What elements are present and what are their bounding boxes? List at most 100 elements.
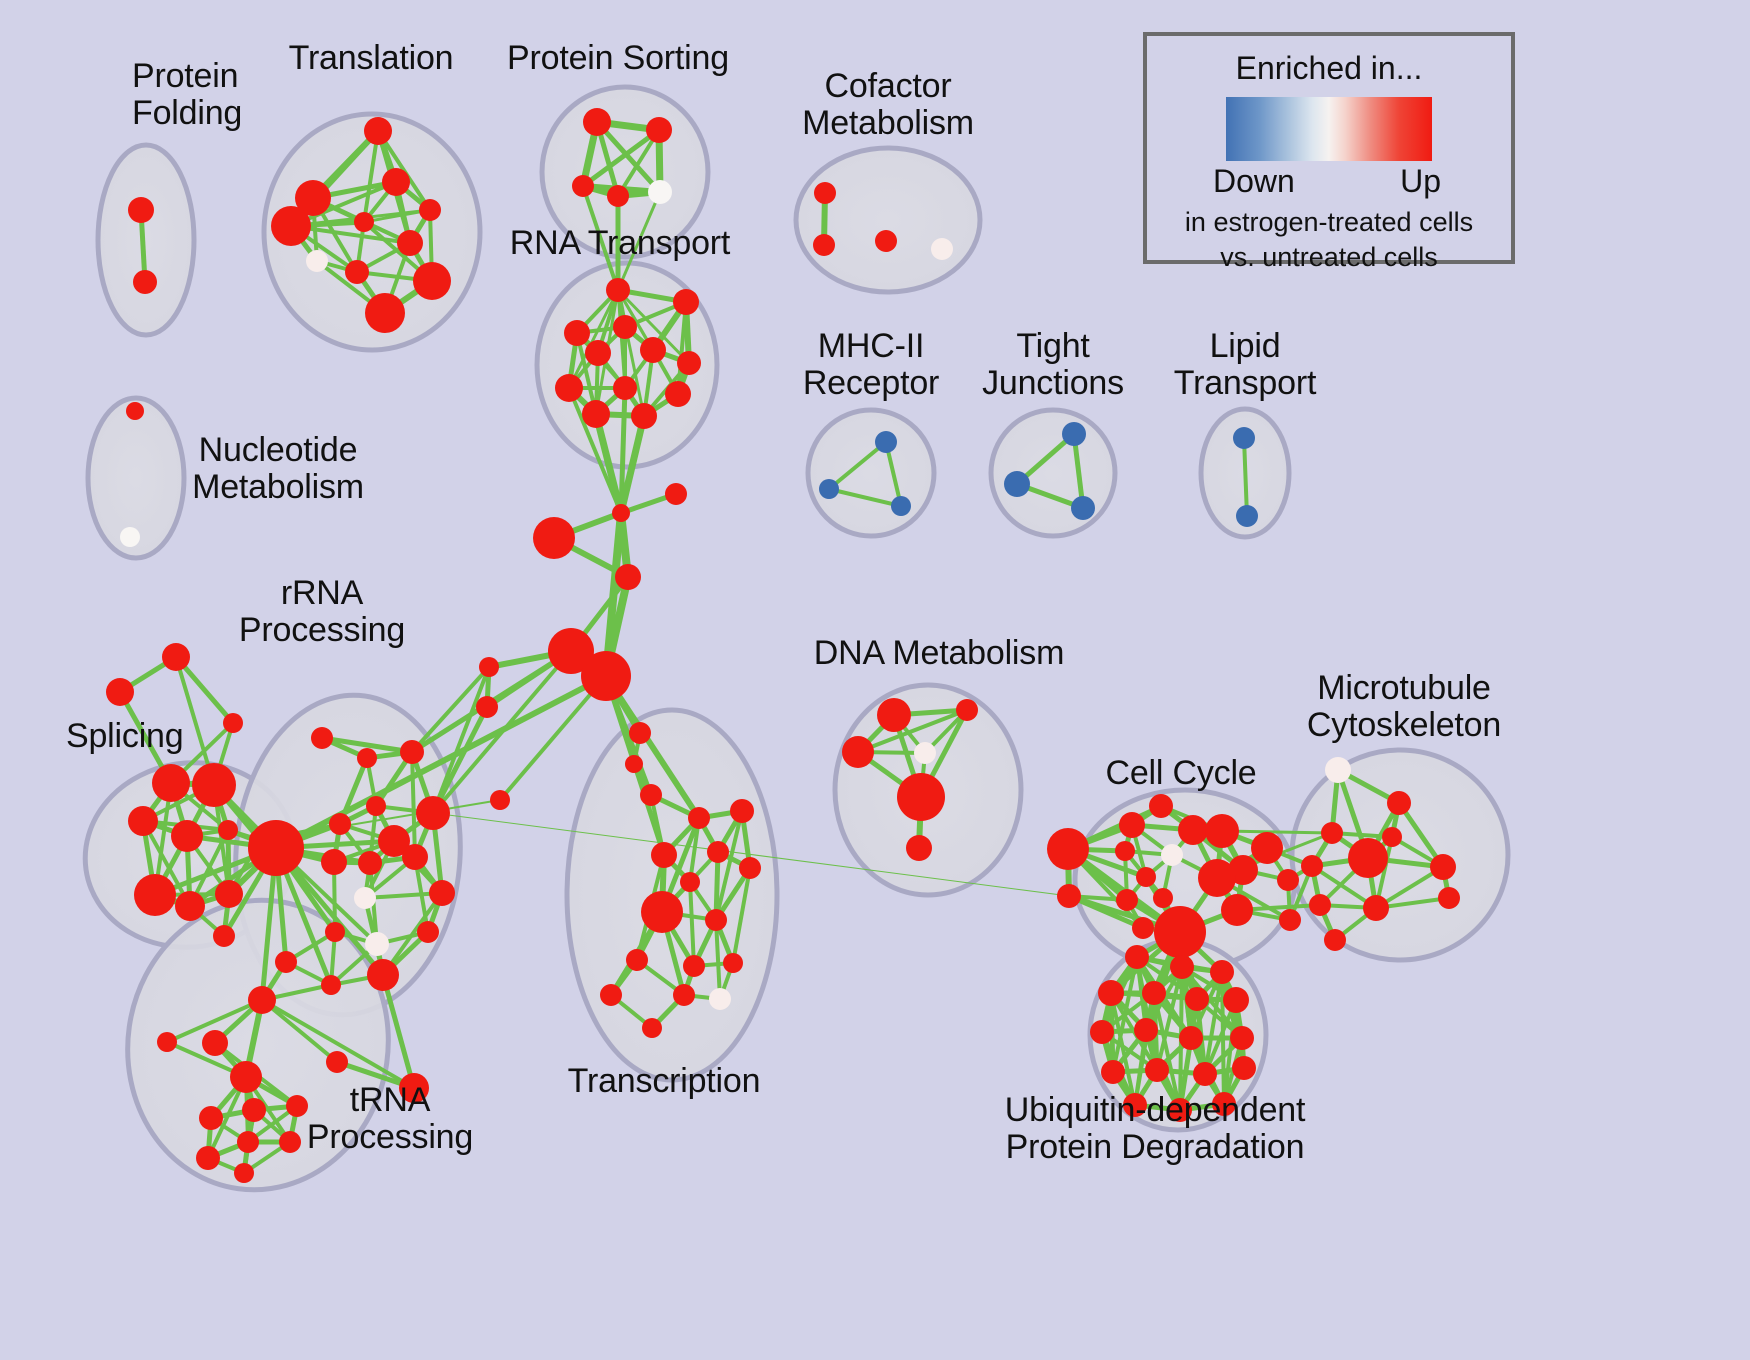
gene-set-node[interactable] — [583, 108, 611, 136]
gene-set-node[interactable] — [128, 197, 154, 223]
gene-set-node[interactable] — [1198, 859, 1236, 897]
gene-set-node[interactable] — [1230, 1026, 1254, 1050]
gene-set-node[interactable] — [1004, 471, 1030, 497]
gene-set-node[interactable] — [813, 234, 835, 256]
gene-set-node[interactable] — [1251, 832, 1283, 864]
gene-set-node[interactable] — [1221, 894, 1253, 926]
gene-set-node[interactable] — [133, 270, 157, 294]
gene-set-node[interactable] — [400, 740, 424, 764]
gene-set-node[interactable] — [897, 773, 945, 821]
gene-set-node[interactable] — [325, 922, 345, 942]
gene-set-node[interactable] — [402, 844, 428, 870]
gene-set-node[interactable] — [564, 320, 590, 346]
gene-set-node[interactable] — [364, 117, 392, 145]
gene-set-node[interactable] — [1223, 987, 1249, 1013]
gene-set-node[interactable] — [1057, 884, 1081, 908]
gene-set-node[interactable] — [213, 925, 235, 947]
gene-set-node[interactable] — [555, 374, 583, 402]
gene-set-node[interactable] — [723, 953, 743, 973]
gene-set-node[interactable] — [357, 748, 377, 768]
gene-set-node[interactable] — [705, 909, 727, 931]
gene-set-node[interactable] — [1430, 854, 1456, 880]
gene-set-node[interactable] — [175, 891, 205, 921]
gene-set-node[interactable] — [1279, 909, 1301, 931]
gene-set-node[interactable] — [126, 402, 144, 420]
gene-set-node[interactable] — [814, 182, 836, 204]
gene-set-node[interactable] — [680, 872, 700, 892]
gene-set-node[interactable] — [1348, 838, 1388, 878]
gene-set-node[interactable] — [648, 180, 672, 204]
gene-set-node[interactable] — [1161, 844, 1183, 866]
gene-set-node[interactable] — [419, 199, 441, 221]
gene-set-node[interactable] — [613, 315, 637, 339]
gene-set-node[interactable] — [739, 857, 761, 879]
gene-set-node[interactable] — [1193, 1062, 1217, 1086]
gene-set-node[interactable] — [237, 1131, 259, 1153]
gene-set-node[interactable] — [152, 764, 190, 802]
gene-set-node[interactable] — [1115, 841, 1135, 861]
gene-set-node[interactable] — [1309, 894, 1331, 916]
gene-set-node[interactable] — [279, 1131, 301, 1153]
gene-set-node[interactable] — [1134, 1018, 1158, 1042]
gene-set-node[interactable] — [479, 657, 499, 677]
gene-set-node[interactable] — [1153, 888, 1173, 908]
gene-set-node[interactable] — [321, 975, 341, 995]
gene-set-node[interactable] — [1119, 812, 1145, 838]
gene-set-node[interactable] — [533, 517, 575, 559]
gene-set-node[interactable] — [1438, 887, 1460, 909]
gene-set-node[interactable] — [683, 955, 705, 977]
gene-set-node[interactable] — [891, 496, 911, 516]
gene-set-node[interactable] — [354, 212, 374, 232]
gene-set-node[interactable] — [1185, 987, 1209, 1011]
gene-set-node[interactable] — [295, 180, 331, 216]
gene-set-node[interactable] — [366, 796, 386, 816]
gene-set-node[interactable] — [490, 790, 510, 810]
gene-set-node[interactable] — [326, 1051, 348, 1073]
gene-set-node[interactable] — [651, 842, 677, 868]
gene-set-node[interactable] — [248, 986, 276, 1014]
gene-set-node[interactable] — [612, 504, 630, 522]
gene-set-node[interactable] — [416, 796, 450, 830]
gene-set-node[interactable] — [311, 727, 333, 749]
gene-set-node[interactable] — [1210, 960, 1234, 984]
gene-set-node[interactable] — [1382, 827, 1402, 847]
gene-set-node[interactable] — [382, 168, 410, 196]
gene-set-node[interactable] — [906, 835, 932, 861]
gene-set-node[interactable] — [582, 400, 610, 428]
gene-set-node[interactable] — [242, 1098, 266, 1122]
gene-set-node[interactable] — [171, 820, 203, 852]
gene-set-node[interactable] — [646, 117, 672, 143]
gene-set-node[interactable] — [429, 880, 455, 906]
gene-set-node[interactable] — [1236, 505, 1258, 527]
gene-set-node[interactable] — [607, 185, 629, 207]
gene-set-node[interactable] — [730, 799, 754, 823]
gene-set-node[interactable] — [875, 431, 897, 453]
gene-set-node[interactable] — [673, 289, 699, 315]
gene-set-node[interactable] — [345, 260, 369, 284]
gene-set-node[interactable] — [1232, 1056, 1256, 1080]
gene-set-node[interactable] — [286, 1095, 308, 1117]
gene-set-node[interactable] — [1136, 867, 1156, 887]
gene-set-node[interactable] — [248, 820, 304, 876]
gene-set-node[interactable] — [548, 628, 594, 674]
gene-set-node[interactable] — [1168, 1098, 1192, 1122]
gene-set-node[interactable] — [1154, 906, 1206, 958]
gene-set-node[interactable] — [1123, 1093, 1147, 1117]
gene-set-node[interactable] — [688, 807, 710, 829]
gene-set-node[interactable] — [162, 643, 190, 671]
gene-set-node[interactable] — [199, 1106, 223, 1130]
gene-set-node[interactable] — [581, 651, 631, 701]
gene-set-node[interactable] — [956, 699, 978, 721]
gene-set-node[interactable] — [709, 988, 731, 1010]
gene-set-node[interactable] — [1145, 1058, 1169, 1082]
gene-set-node[interactable] — [1062, 422, 1086, 446]
gene-set-node[interactable] — [707, 841, 729, 863]
gene-set-node[interactable] — [1178, 815, 1208, 845]
gene-set-node[interactable] — [1212, 1092, 1236, 1116]
gene-set-node[interactable] — [1132, 917, 1154, 939]
gene-set-node[interactable] — [1233, 427, 1255, 449]
gene-set-node[interactable] — [1071, 496, 1095, 520]
gene-set-node[interactable] — [641, 891, 683, 933]
gene-set-node[interactable] — [413, 262, 451, 300]
gene-set-node[interactable] — [1098, 980, 1124, 1006]
